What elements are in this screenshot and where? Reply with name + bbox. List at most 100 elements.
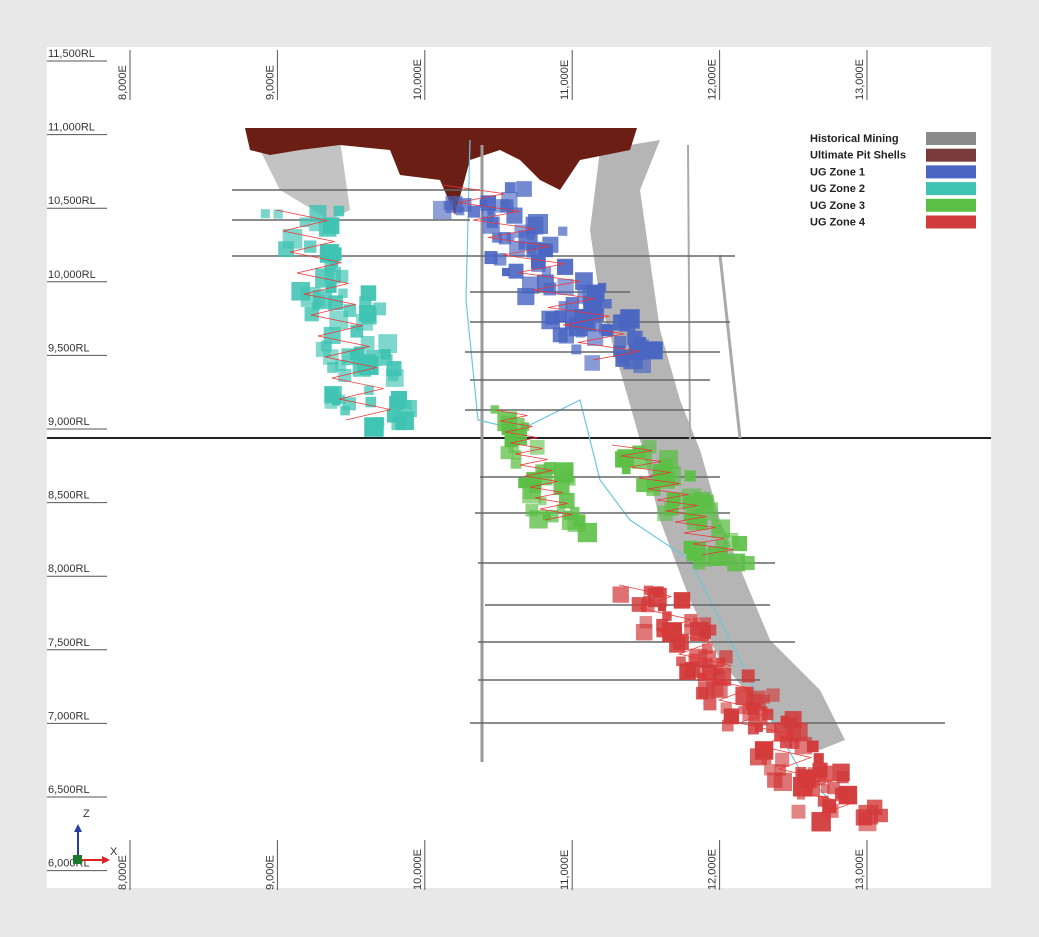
ore-block [767, 772, 783, 788]
ore-block [764, 764, 776, 776]
rl-label: 10,000RL [48, 269, 96, 281]
ore-block [504, 434, 518, 448]
ore-block [587, 329, 604, 346]
ore-block [775, 752, 790, 767]
rl-label: 7,500RL [48, 637, 90, 649]
ore-block [365, 396, 377, 408]
e-label-bottom: 9,000E [264, 855, 276, 890]
legend-swatch [926, 132, 976, 145]
ore-block [481, 209, 494, 222]
e-label-bottom: 8,000E [117, 855, 129, 890]
ore-block [577, 284, 597, 304]
ore-block [508, 442, 520, 454]
ore-block [656, 627, 667, 638]
ore-block [359, 305, 376, 322]
ore-block [735, 686, 754, 705]
ore-block [512, 450, 522, 460]
ore-block [520, 422, 530, 431]
ore-block [614, 335, 627, 349]
legend-swatch [926, 215, 976, 229]
e-label-top: 10,000E [412, 59, 424, 100]
ore-block [343, 304, 357, 317]
e-label-bottom: 11,000E [559, 850, 571, 890]
axis-triad: Z X [73, 808, 118, 864]
ore-block [788, 738, 800, 749]
ore-block [517, 288, 535, 306]
ore-block [719, 650, 733, 664]
ore-block [386, 361, 402, 377]
ore-block [574, 308, 594, 328]
ore-block [557, 278, 574, 296]
ore-block [689, 648, 708, 667]
ore-block [754, 723, 763, 732]
ore-block [541, 266, 552, 276]
legend-label: UG Zone 1 [810, 166, 865, 178]
ore-block [766, 723, 777, 734]
x-label: X [110, 846, 118, 858]
ore-block [324, 387, 339, 402]
legend-label: UG Zone 3 [810, 200, 865, 212]
ore-block [544, 462, 556, 474]
ore-block [620, 309, 640, 329]
ore-block [705, 624, 717, 636]
ore-block [492, 232, 503, 243]
ore-block [623, 350, 643, 370]
rl-label: 8,500RL [48, 490, 90, 502]
ore-block [836, 771, 849, 784]
ore-block [695, 518, 708, 530]
ore-block [536, 274, 554, 292]
ore-block [328, 295, 344, 311]
ore-block [506, 232, 515, 241]
ore-block [525, 503, 539, 517]
ore-block [612, 586, 629, 603]
drillhole-trace [611, 444, 734, 556]
ore-block [558, 492, 575, 509]
rl-label: 7,000RL [48, 710, 90, 722]
ore-block [705, 679, 724, 697]
ore-block [723, 708, 740, 724]
origin [73, 855, 82, 864]
ore-block [827, 781, 840, 795]
rl-label: 10,500RL [48, 195, 96, 207]
pit-shell [245, 128, 637, 215]
rl-label: 8,000RL [48, 563, 90, 575]
ore-block [324, 266, 341, 284]
ore-block [601, 324, 614, 337]
ore-block [353, 346, 365, 358]
ore-block [701, 664, 717, 681]
ore-block [360, 285, 377, 301]
ore-block [720, 702, 732, 714]
ore-block [684, 624, 695, 635]
ore-block [304, 240, 317, 253]
labels: 11,500RL 11,000RL 10,500RL 10,000RL 9,500RL 9… [47, 48, 976, 890]
ore-block [360, 335, 375, 350]
ore-block [273, 209, 283, 219]
ore-block [741, 669, 755, 683]
ore-block [565, 297, 579, 311]
ore-block [715, 539, 728, 552]
legend-label: UG Zone 4 [810, 217, 866, 229]
ore-block [528, 213, 549, 234]
ore-block [672, 633, 689, 650]
ore-block [774, 764, 786, 776]
ore-block [320, 340, 332, 352]
ore-block [780, 715, 791, 726]
ore-block [502, 267, 511, 277]
ore-block [721, 719, 734, 732]
ore-block [333, 205, 345, 217]
ore-block [657, 603, 667, 612]
ore-block [702, 643, 713, 655]
x-arrowhead [102, 856, 110, 864]
ore-block [635, 623, 653, 641]
ore-block [373, 302, 387, 316]
ore-block [673, 592, 691, 609]
ore-block [788, 717, 797, 727]
ore-block [318, 219, 337, 237]
ore-block [320, 244, 340, 263]
ore-block [501, 423, 514, 436]
z-label: Z [83, 808, 90, 820]
drillhole-trace [494, 409, 573, 521]
ore-block [260, 209, 270, 219]
ore-block [291, 281, 310, 301]
legend-swatch [926, 198, 976, 212]
